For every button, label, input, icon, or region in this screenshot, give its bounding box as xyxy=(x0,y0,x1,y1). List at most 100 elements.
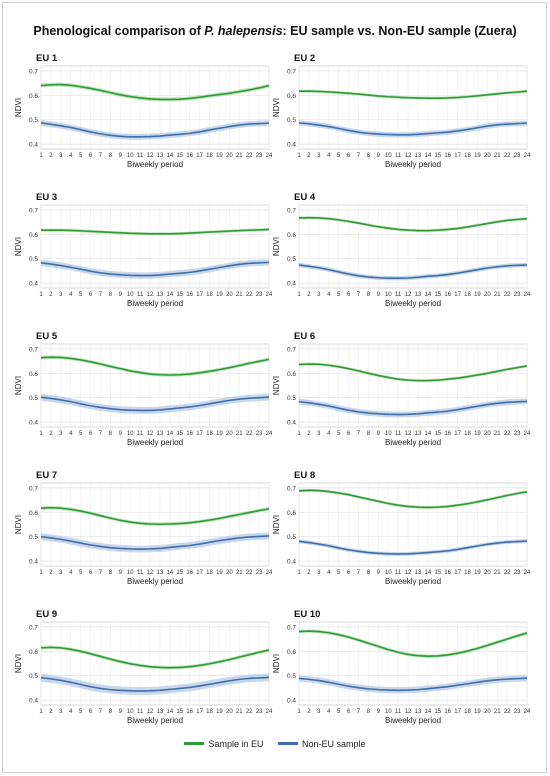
panel-6-xtick-label: 11 xyxy=(395,431,402,437)
legend-label-noneu: Non-EU sample xyxy=(302,738,366,749)
panel-7-xtick-label: 19 xyxy=(216,570,223,576)
panel-3-xtick-label: 21 xyxy=(236,292,243,298)
panel-8-xtick-label: 10 xyxy=(385,570,392,576)
panel-1-xtick-label: 2 xyxy=(49,153,53,159)
panel-2-band-noneu xyxy=(299,120,527,138)
panel-5-xtick-label: 9 xyxy=(119,431,123,437)
panel-10-xtick-label: 6 xyxy=(347,709,351,715)
panel-8-xtick-label: 7 xyxy=(357,570,361,576)
panel-9-xtick-label: 13 xyxy=(157,709,164,715)
panel-6-xtick-label: 23 xyxy=(514,431,521,437)
panel-10-xtick-label: 15 xyxy=(434,709,441,715)
panel-8-xtick-label: 1 xyxy=(297,570,301,576)
panel-2-xtick-label: 2 xyxy=(307,153,311,159)
panel-9-line-noneu xyxy=(40,676,270,692)
panel-6-xtick-label: 12 xyxy=(405,431,412,437)
panel-5-ytick-label: 0.6 xyxy=(29,371,38,378)
panel-6-xtick-label: 20 xyxy=(484,431,491,437)
panel-8-ytick-label: 0.4 xyxy=(287,559,296,566)
panel-10-line-eu xyxy=(298,630,528,657)
panel-2-ytick-label: 0.6 xyxy=(287,93,296,100)
panel-9-xtick-label: 20 xyxy=(226,709,233,715)
panel-3-xtick-label: 18 xyxy=(206,292,213,298)
panel-5-xtick-label: 20 xyxy=(226,431,233,437)
panel-3-xtick-label: 22 xyxy=(246,292,253,298)
panel-5-xtick-label: 14 xyxy=(167,431,174,437)
panel-9-xtick-label: 6 xyxy=(89,709,93,715)
panel-2-ytick-label: 0.4 xyxy=(287,142,296,149)
panel-1-xtick-label: 3 xyxy=(59,153,63,159)
panel-1-xtick-label: 4 xyxy=(69,153,73,159)
panel-8-xtick-label: 5 xyxy=(337,570,341,576)
panel-4-title: EU 4 xyxy=(294,192,316,203)
panel-10-xtick-label: 19 xyxy=(474,709,481,715)
panel-6-xtick-label: 1 xyxy=(297,431,301,437)
panel-6-xtick-label: 17 xyxy=(454,431,461,437)
panel-10-xtick-label: 3 xyxy=(317,709,321,715)
panel-1-line-noneu xyxy=(40,122,270,138)
panel-9-xtick-label: 8 xyxy=(109,709,113,715)
panel-5-xtick-label: 1 xyxy=(39,431,43,437)
panel-4-xtick-label: 9 xyxy=(377,292,381,298)
panel-9-ytick-label: 0.6 xyxy=(29,649,38,656)
panel-5-ylabel: NDVI xyxy=(14,376,23,395)
panel-6-ytick-label: 0.5 xyxy=(287,395,296,402)
panel-9-ytick-label: 0.7 xyxy=(29,624,38,631)
panel-9-ytick-label: 0.5 xyxy=(29,673,38,680)
panel-7-band-noneu xyxy=(41,532,269,553)
panel-5-xtick-label: 16 xyxy=(186,431,193,437)
panel-4-xtick-label: 11 xyxy=(395,292,402,298)
panel-5-ytick-label: 0.7 xyxy=(29,346,38,353)
panel-2-xtick-label: 19 xyxy=(474,153,481,159)
legend-item-noneu: Non-EU sample xyxy=(278,739,366,749)
panel-10-xtick-label: 22 xyxy=(504,709,511,715)
panel-10-ytick-label: 0.7 xyxy=(287,624,296,631)
panel-6-xtick-label: 13 xyxy=(415,431,422,437)
panel-3-xtick-label: 17 xyxy=(196,292,203,298)
panel-4-xtick-label: 12 xyxy=(405,292,412,298)
panel-3-xtick-label: 8 xyxy=(109,292,113,298)
panel-6-xtick-label: 8 xyxy=(367,431,371,437)
panel-7-xtick-label: 5 xyxy=(79,570,83,576)
panel-2-ytick-label: 0.5 xyxy=(287,117,296,124)
panel-7-line-eu xyxy=(40,506,270,526)
legend-label-eu: Sample in EU xyxy=(208,738,264,749)
panel-2-xtick-label: 1 xyxy=(297,153,301,159)
panel-3-line-noneu xyxy=(40,261,270,277)
panel-10-xtick-label: 18 xyxy=(464,709,471,715)
panel-9-xtick-label: 15 xyxy=(176,709,183,715)
panel-3-xtick-label: 15 xyxy=(176,292,183,298)
panel-8-xtick-label: 12 xyxy=(405,570,412,576)
panel-8-xtick-label: 15 xyxy=(434,570,441,576)
panel-2-xtick-label: 7 xyxy=(357,153,361,159)
panel-1-xtick-label: 17 xyxy=(196,153,203,159)
panel-5-title: EU 5 xyxy=(36,331,58,342)
panel-7-xtick-label: 9 xyxy=(119,570,123,576)
panel-4-xtick-label: 17 xyxy=(454,292,461,298)
panel-5-line-noneu xyxy=(40,396,270,412)
panel-8-xtick-label: 21 xyxy=(494,570,501,576)
panel-4-xtick-label: 15 xyxy=(434,292,441,298)
title-suffix: : EU sample vs. Non-EU sample (Zuera) xyxy=(282,24,517,38)
panel-7-xtick-label: 2 xyxy=(49,570,53,576)
panel-3-xtick-label: 1 xyxy=(39,292,43,298)
panel-8-xtick-label: 9 xyxy=(377,570,381,576)
panel-8-line-noneu xyxy=(298,540,528,555)
panel-5-xtick-label: 21 xyxy=(236,431,243,437)
legend-item-eu: Sample in EU xyxy=(184,739,263,749)
panel-6-title: EU 6 xyxy=(294,331,315,342)
panel-8-xtick-label: 20 xyxy=(484,570,491,576)
panel-5-xtick-label: 5 xyxy=(79,431,83,437)
panel-4-xtick-label: 23 xyxy=(514,292,521,298)
panel-9-xtick-label: 14 xyxy=(167,709,174,715)
panel-9-xtick-label: 5 xyxy=(79,709,83,715)
panel-8-xtick-label: 19 xyxy=(474,570,481,576)
panel-10-xtick-label: 24 xyxy=(524,709,531,715)
panel-8-xtick-label: 3 xyxy=(317,570,321,576)
panel-7-xtick-label: 15 xyxy=(176,570,183,576)
panel-3-xtick-label: 4 xyxy=(69,292,73,298)
panel-1-xtick-label: 15 xyxy=(176,153,183,159)
panel-4-xtick-label: 22 xyxy=(504,292,511,298)
panel-9-xtick-label: 19 xyxy=(216,709,223,715)
